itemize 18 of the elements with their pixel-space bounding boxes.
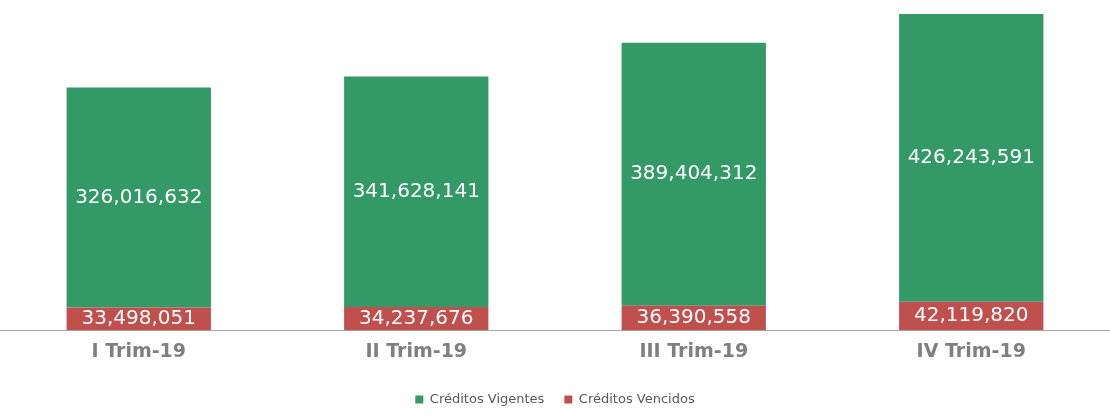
- x-tick-label: III Trim-19: [639, 338, 749, 361]
- bar: [621, 42, 766, 306]
- bar: [899, 14, 1044, 302]
- x-tick-label: I Trim-19: [91, 338, 187, 361]
- data-label: 42,119,820: [913, 302, 1029, 327]
- x-tick-label: IV Trim-19: [916, 338, 1026, 361]
- bar: [66, 87, 211, 308]
- bar: [344, 76, 489, 308]
- data-label: 36,390,558: [636, 304, 752, 329]
- data-label: 326,016,632: [75, 183, 203, 208]
- legend-label: Créditos Vigentes: [429, 390, 545, 406]
- data-label: 341,628,141: [352, 177, 480, 202]
- x-tick-label: II Trim-19: [365, 338, 468, 361]
- data-label: 389,404,312: [630, 160, 758, 185]
- legend-label: Créditos Vencidos: [578, 390, 695, 406]
- data-label: 426,243,591: [907, 144, 1035, 169]
- data-label: 33,498,051: [81, 305, 197, 330]
- data-label: 34,237,676: [358, 304, 474, 329]
